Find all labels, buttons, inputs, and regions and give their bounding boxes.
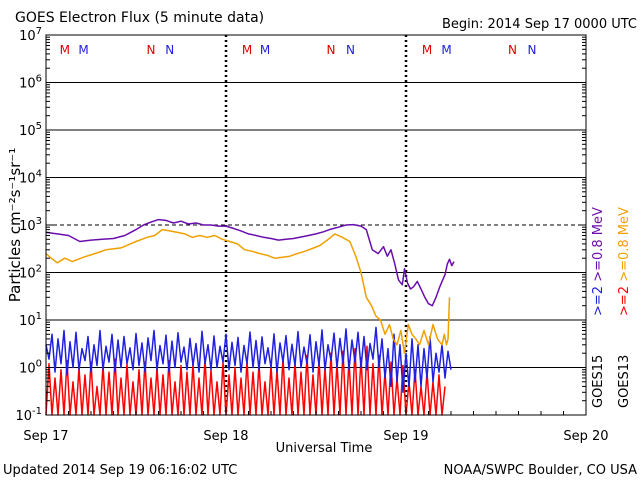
y-tick-label: 107 bbox=[19, 26, 42, 44]
series-line bbox=[45, 326, 452, 394]
data-series bbox=[45, 218, 455, 416]
updated-label: Updated 2014 Sep 19 06:16:02 UTC bbox=[3, 463, 237, 478]
plot-frame bbox=[45, 34, 587, 416]
mn-marker: M bbox=[441, 43, 451, 57]
mn-marker: N bbox=[346, 43, 355, 57]
series-line bbox=[45, 228, 451, 354]
legend-satellite: GOES15 bbox=[591, 355, 606, 408]
y-tick-label: 105 bbox=[19, 121, 42, 139]
y-ticks: 10-1 100 101 102 103 104 105 106 107 bbox=[15, 26, 586, 424]
grid-lines bbox=[46, 82, 586, 368]
y-tick-label: 100 bbox=[19, 359, 42, 377]
credit-label: NOAA/SWPC Boulder, CO USA bbox=[444, 463, 637, 478]
x-tick-label: Sep 17 bbox=[23, 429, 68, 444]
mn-marker: N bbox=[508, 43, 517, 57]
legend-entry: >=2 >=0.8 MeV bbox=[591, 207, 606, 316]
y-tick-label: 102 bbox=[19, 264, 42, 282]
mn-marker: M bbox=[78, 43, 88, 57]
y-axis-label: Particles cm⁻²s⁻¹sr⁻¹ bbox=[6, 148, 24, 302]
legend-entry: >=2 >=0.8 MeV bbox=[617, 207, 632, 316]
y-tick-label: 104 bbox=[19, 169, 42, 187]
legend-satellite: GOES13 bbox=[617, 355, 632, 408]
mn-marker: M bbox=[242, 43, 252, 57]
y-tick-label: 10-1 bbox=[15, 406, 42, 424]
legend: GOES15 >=2 >=0.8 MeV GOES13 >=2 >=0.8 MeV bbox=[591, 207, 632, 408]
mn-marker: N bbox=[327, 43, 336, 57]
y-tick-label: 101 bbox=[19, 311, 42, 329]
x-tick-label: Sep 19 bbox=[383, 429, 428, 444]
y-tick-label: 103 bbox=[19, 216, 42, 234]
mn-marker: N bbox=[165, 43, 174, 57]
y-tick-label: 106 bbox=[19, 74, 42, 92]
mn-marker: M bbox=[422, 43, 432, 57]
x-tick-label: Sep 18 bbox=[203, 429, 248, 444]
mn-marker: M bbox=[60, 43, 70, 57]
x-ticks: Sep 17 Sep 18 Sep 19 Sep 20 bbox=[23, 407, 609, 444]
series-line bbox=[45, 218, 455, 307]
mn-marker: N bbox=[147, 43, 156, 57]
begin-label: Begin: 2014 Sep 17 0000 UTC bbox=[442, 17, 637, 32]
x-tick-label: Sep 20 bbox=[563, 429, 608, 444]
mn-marker: M bbox=[260, 43, 270, 57]
chart-title: GOES Electron Flux (5 minute data) bbox=[15, 10, 264, 26]
mn-marker: N bbox=[528, 43, 537, 57]
day-markers bbox=[224, 35, 408, 415]
x-axis-label: Universal Time bbox=[276, 441, 373, 456]
